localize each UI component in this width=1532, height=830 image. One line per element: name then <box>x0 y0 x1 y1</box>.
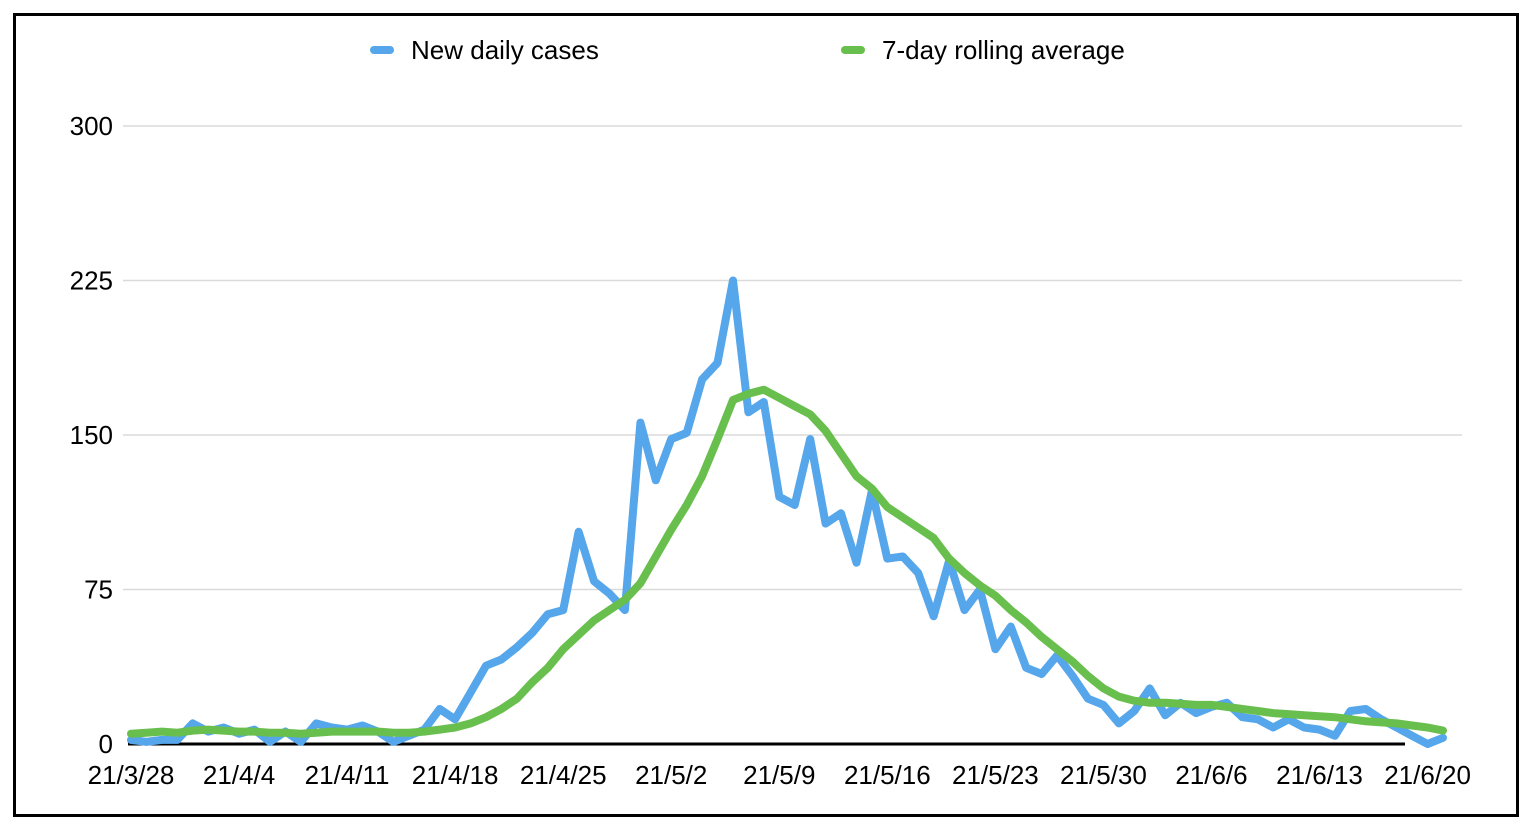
y-axis-label: 225 <box>70 266 113 296</box>
x-axis-label: 21/4/11 <box>305 760 390 790</box>
x-axis-label: 21/5/9 <box>743 760 815 790</box>
x-axis-label: 21/3/28 <box>88 760 175 790</box>
y-axis-labels: 0 75 150 225 300 <box>70 111 113 759</box>
legend-swatch-rolling-average <box>841 46 865 54</box>
legend-item-rolling-average: 7-day rolling average <box>841 36 1125 64</box>
x-axis-label: 21/5/23 <box>952 760 1039 790</box>
x-axis-label: 21/4/25 <box>520 760 607 790</box>
y-axis-label: 300 <box>70 111 113 141</box>
chart-border-frame <box>13 13 1519 817</box>
x-axis-label: 21/6/13 <box>1276 760 1363 790</box>
x-axis-label: 21/6/6 <box>1175 760 1247 790</box>
x-axis-labels: 21/3/28 21/4/4 21/4/11 21/4/18 21/4/25 21/5/2… <box>88 760 1471 790</box>
y-axis-label: 150 <box>70 420 113 450</box>
legend-label-new-daily-cases: New daily cases <box>411 35 599 65</box>
x-axis-label: 21/4/4 <box>203 760 275 790</box>
x-axis-label: 21/6/20 <box>1384 760 1471 790</box>
series-lines <box>127 276 1447 748</box>
x-axis-label: 21/5/30 <box>1060 760 1147 790</box>
gridlines <box>123 125 1462 746</box>
x-axis-label: 21/5/16 <box>844 760 931 790</box>
y-axis-label: 0 <box>99 729 113 759</box>
y-axis-label: 75 <box>84 575 113 605</box>
legend-swatch-new-daily-cases <box>370 46 394 54</box>
legend-item-new-daily-cases: New daily cases <box>370 36 599 64</box>
x-axis-label: 21/5/2 <box>635 760 707 790</box>
x-axis-label: 21/4/18 <box>412 760 499 790</box>
series-line-7-day-rolling-average <box>127 385 1447 738</box>
series-line-new-daily-cases <box>127 276 1447 748</box>
legend-label-rolling-average: 7-day rolling average <box>882 35 1125 65</box>
